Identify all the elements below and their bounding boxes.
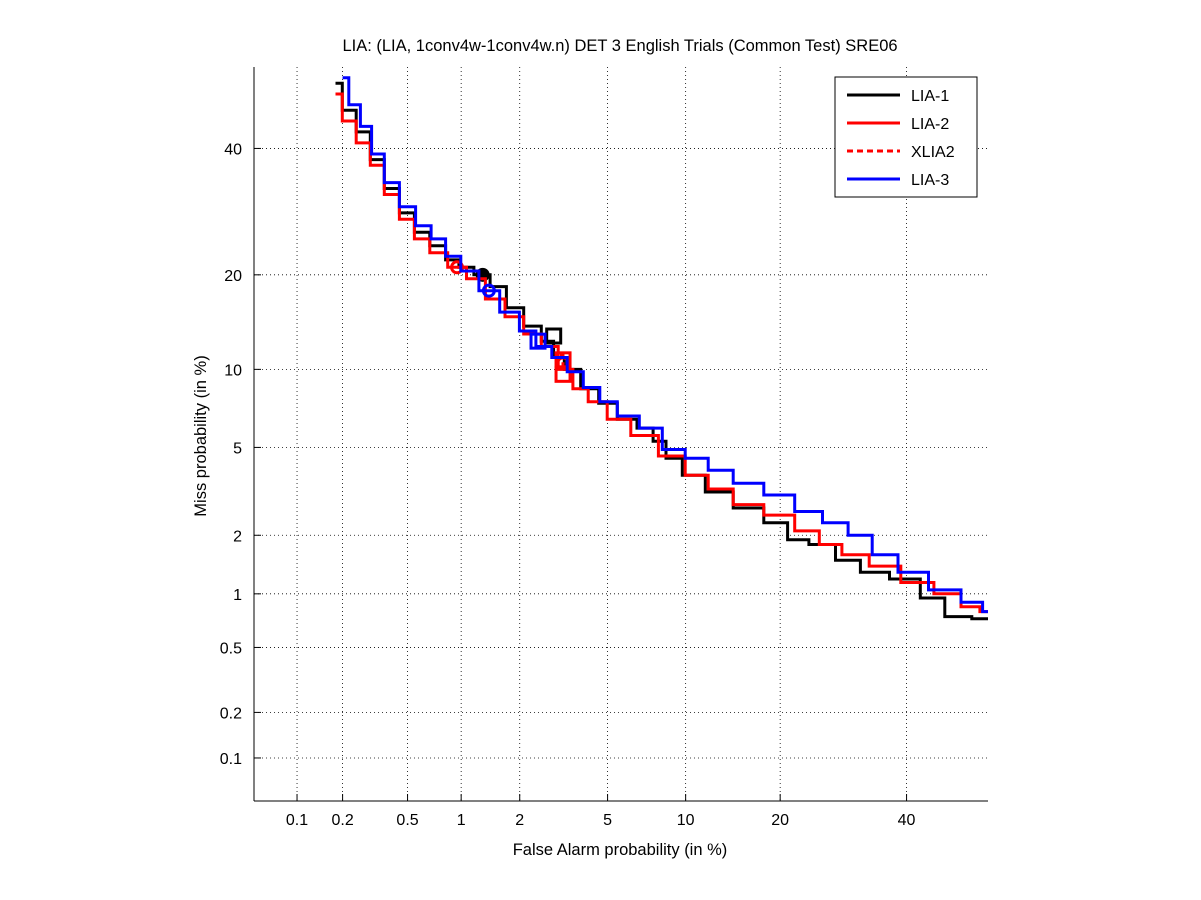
y-tick-label-0: 0.1 (220, 751, 242, 768)
act-dcf-marker-lia-1 (545, 327, 563, 345)
y-tick-label-2: 0.5 (220, 640, 242, 657)
x-tick-label-6: 10 (677, 812, 695, 829)
x-axis-label: False Alarm probability (in %) (513, 841, 728, 859)
series-layer (335, 76, 988, 621)
axes-frame (253, 67, 988, 802)
x-tick-label-8: 40 (898, 812, 916, 829)
y-axis-label: Miss probability (in %) (192, 355, 210, 516)
legend-label-lia-3: LIA-3 (911, 172, 949, 189)
x-tick-labels: 0.1 0.2 0.5 1 2 5 10 20 40 (286, 812, 916, 829)
x-tick-label-2: 0.5 (396, 812, 418, 829)
series-lia-2 (335, 92, 988, 614)
legend-label-lia-1: LIA-1 (911, 88, 949, 105)
y-tick-label-7: 20 (224, 268, 242, 285)
x-tick-label-0: 0.1 (286, 812, 308, 829)
legend-label-lia-2: LIA-2 (911, 116, 949, 133)
series-lia-3 (342, 76, 988, 614)
min-dcf-marker-lia-2 (450, 260, 465, 275)
chart-title: LIA: (LIA, 1conv4w-1conv4w.n) DET 3 Engl… (342, 37, 897, 55)
y-tick-label-4: 2 (233, 528, 242, 545)
legend-label-xlia2: XLIA2 (911, 144, 955, 161)
series-line-lia-3 (342, 76, 988, 614)
y-tick-label-1: 0.2 (220, 705, 242, 722)
y-tick-labels: 0.1 0.2 0.5 1 2 5 10 20 40 (220, 141, 242, 768)
x-tick-label-4: 2 (515, 812, 524, 829)
y-tick-label-8: 40 (224, 141, 242, 158)
y-tick-label-6: 10 (224, 362, 242, 379)
x-tick-label-1: 0.2 (331, 812, 353, 829)
min-dcf-marker-lia-3 (481, 283, 496, 298)
legend: LIA-1 LIA-2 XLIA2 LIA-3 (834, 76, 978, 198)
legend-box (834, 76, 978, 198)
act-dcf-marker-xlia2 (554, 351, 572, 369)
act-dcf-marker-lia-3 (529, 332, 547, 350)
series-line-lia-2 (335, 92, 988, 614)
x-tick-label-5: 5 (603, 812, 612, 829)
x-tick-label-3: 1 (457, 812, 466, 829)
y-tick-label-3: 1 (233, 587, 242, 604)
y-tick-label-5: 5 (233, 440, 242, 457)
x-tick-label-7: 20 (771, 812, 789, 829)
